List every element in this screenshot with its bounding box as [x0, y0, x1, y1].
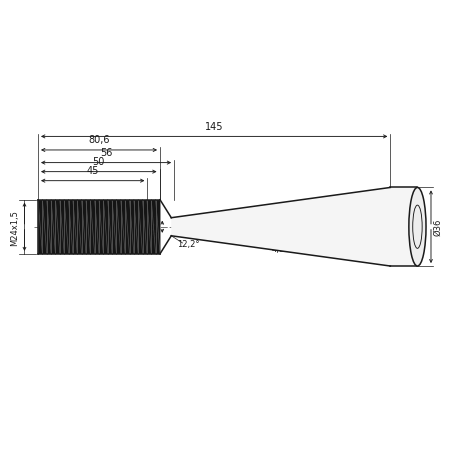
Text: 45: 45 [86, 165, 99, 175]
Bar [38, 200, 160, 254]
Text: 50: 50 [92, 157, 105, 167]
Text: Ø22,5: Ø22,5 [151, 212, 161, 237]
Text: 12,2°: 12,2° [176, 240, 199, 249]
Bar [390, 188, 416, 267]
Text: 56: 56 [100, 147, 112, 157]
Text: 80,6: 80,6 [88, 135, 110, 145]
Polygon shape [171, 188, 390, 267]
Text: 145: 145 [205, 121, 223, 131]
Text: M24x1,5: M24x1,5 [10, 209, 19, 245]
Text: Ø36: Ø36 [432, 218, 441, 236]
Text: Ø25: Ø25 [191, 215, 200, 232]
Text: 4,8°: 4,8° [272, 244, 289, 253]
Ellipse shape [408, 188, 425, 267]
